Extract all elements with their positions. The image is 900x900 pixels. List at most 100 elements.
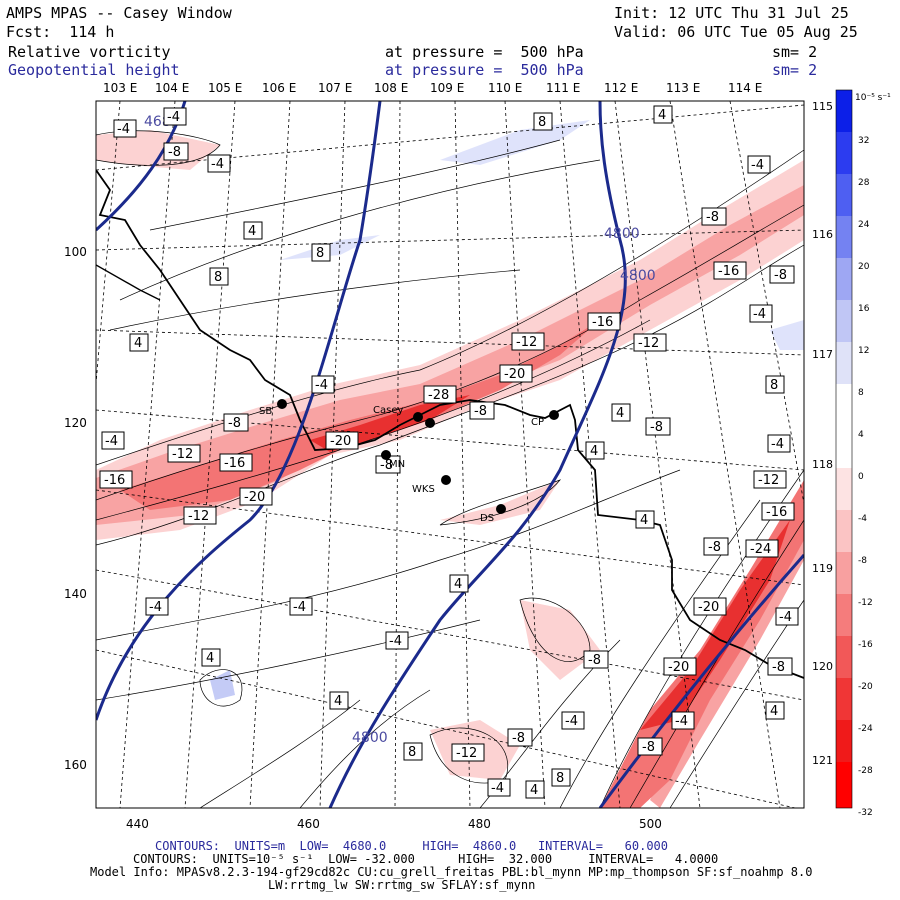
- x-tick-label: 440: [126, 817, 149, 831]
- svg-text:4: 4: [454, 577, 462, 592]
- x-tick-label: 460: [297, 817, 320, 831]
- svg-text:-8: -8: [706, 210, 719, 225]
- svg-text:8: 8: [316, 246, 324, 261]
- svg-text:-8: -8: [588, 653, 601, 668]
- field1-name: Relative vorticity: [8, 43, 171, 61]
- footer-high: HIGH= 4860.0: [422, 839, 517, 853]
- station-marker[interactable]: [549, 410, 559, 420]
- colorbar-tick: -16: [858, 640, 873, 650]
- svg-text:-8: -8: [474, 404, 487, 419]
- svg-text:-8: -8: [168, 145, 181, 160]
- svg-text:4: 4: [616, 406, 624, 421]
- colorbar-tick: -28: [858, 766, 873, 776]
- lon-label: 109 E: [430, 81, 464, 95]
- lon-label: 103 E: [103, 81, 137, 95]
- colorbar-tick: -12: [858, 598, 873, 608]
- lon-label: 118 E: [812, 458, 843, 471]
- height-label: 4800: [352, 730, 388, 746]
- station-label: Casey: [373, 405, 403, 416]
- svg-text:-4: -4: [565, 714, 578, 729]
- svg-text:-12: -12: [758, 473, 779, 488]
- height-label: 4800: [604, 226, 640, 242]
- svg-text:-20: -20: [668, 660, 689, 675]
- svg-text:-4: -4: [315, 378, 328, 393]
- svg-text:8: 8: [214, 270, 222, 285]
- svg-text:-4: -4: [149, 600, 162, 615]
- station-marker[interactable]: [496, 504, 506, 514]
- colorbar-tick: 0: [858, 472, 864, 482]
- lon-label: 117 E: [812, 348, 843, 361]
- lon-label: 112 E: [604, 81, 638, 95]
- svg-text:4: 4: [658, 108, 666, 123]
- svg-text:4: 4: [640, 513, 648, 528]
- svg-text:-8: -8: [512, 731, 525, 746]
- field2-level: at pressure = 500 hPa: [385, 61, 584, 79]
- field1-smoothing: sm= 2: [772, 43, 818, 61]
- y-tick-label: 120: [64, 416, 87, 430]
- svg-text:-4: -4: [491, 781, 504, 796]
- colorbar-tick: -32: [858, 808, 873, 818]
- valid-time: Valid: 06 UTC Tue 05 Aug 25: [614, 23, 858, 41]
- svg-text:-12: -12: [188, 509, 209, 524]
- svg-text:-4: -4: [771, 437, 784, 452]
- station-marker[interactable]: [425, 418, 435, 428]
- svg-text:-12: -12: [638, 336, 659, 351]
- station-label: SB: [259, 406, 272, 417]
- svg-text:-8: -8: [642, 740, 655, 755]
- svg-text:-20: -20: [330, 434, 351, 449]
- footer-units: UNITS=m: [234, 839, 286, 853]
- map-panel: [96, 101, 804, 808]
- svg-text:8: 8: [538, 115, 546, 130]
- lon-label: 121 E: [812, 754, 843, 767]
- x-tick-label: 480: [468, 817, 491, 831]
- svg-text:-28: -28: [428, 388, 449, 403]
- colorbar-tick: 28: [858, 178, 870, 188]
- lon-labels-right: 115 E 116 E 117 E 118 E 119 E 120 E 121 …: [812, 100, 843, 767]
- svg-text:-8: -8: [774, 268, 787, 283]
- station-marker[interactable]: [441, 475, 451, 485]
- svg-text:-4: -4: [751, 158, 764, 173]
- svg-text:8: 8: [556, 771, 564, 786]
- colorbar-tick: -20: [858, 682, 873, 692]
- svg-text:4: 4: [334, 694, 342, 709]
- model-info: Model Info: MPASv8.2.3-194-gf29cd82c CU:…: [90, 865, 813, 879]
- colorbar-tick: -8: [858, 556, 867, 566]
- colorbar-tick: 8: [858, 388, 864, 398]
- colorbar-tick: 16: [858, 304, 870, 314]
- y-tick-label: 100: [64, 245, 87, 259]
- svg-text:4: 4: [530, 783, 538, 798]
- height-contour-info: CONTOURS: UNITS=m LOW= 4680.0 HIGH= 4860…: [155, 840, 668, 853]
- svg-text:4: 4: [248, 224, 256, 239]
- colorbar-tick: 12: [858, 346, 869, 356]
- svg-text:-16: -16: [224, 456, 245, 471]
- station-marker[interactable]: [381, 450, 391, 460]
- svg-text:-12: -12: [172, 447, 193, 462]
- station-marker[interactable]: [277, 399, 287, 409]
- svg-text:-4: -4: [293, 600, 306, 615]
- map-svg: 103 E 104 E 105 E 106 E 107 E 108 E 109 …: [64, 81, 891, 831]
- svg-text:-16: -16: [766, 505, 787, 520]
- svg-text:-16: -16: [718, 264, 739, 279]
- lon-label: 111 E: [546, 81, 580, 95]
- colorbar-unit: 10⁻⁵ s⁻¹: [855, 93, 891, 103]
- model-info-line2: LW:rrtmg_lw SW:rrtmg_sw SFLAY:sf_mynn: [268, 878, 536, 892]
- field1-level: at pressure = 500 hPa: [385, 43, 584, 61]
- lon-label: 120 E: [812, 660, 843, 673]
- lon-label: 108 E: [374, 81, 408, 95]
- vorticity-contour-info: CONTOURS: UNITS=10⁻⁵ s⁻¹ LOW= -32.000 HI…: [133, 853, 718, 866]
- station-label: CP: [531, 417, 544, 428]
- station-marker[interactable]: [413, 412, 423, 422]
- svg-text:4: 4: [206, 651, 214, 666]
- station-label: MN: [389, 459, 405, 470]
- colorbar-tick: 20: [858, 262, 870, 272]
- lon-label: 106 E: [262, 81, 296, 95]
- map-title: AMPS MPAS -- Casey Window: [6, 4, 232, 22]
- footer-interval: INTERVAL= 60.000: [537, 839, 668, 853]
- colorbar-tick: 32: [858, 136, 869, 146]
- forecast-hour: Fcst: 114 h: [6, 23, 115, 41]
- x-axis: 440 460 480 500: [126, 817, 662, 831]
- colorbar-tick: 4: [858, 430, 864, 440]
- svg-text:-8: -8: [708, 540, 721, 555]
- svg-text:-8: -8: [650, 420, 663, 435]
- coastline: [96, 169, 804, 679]
